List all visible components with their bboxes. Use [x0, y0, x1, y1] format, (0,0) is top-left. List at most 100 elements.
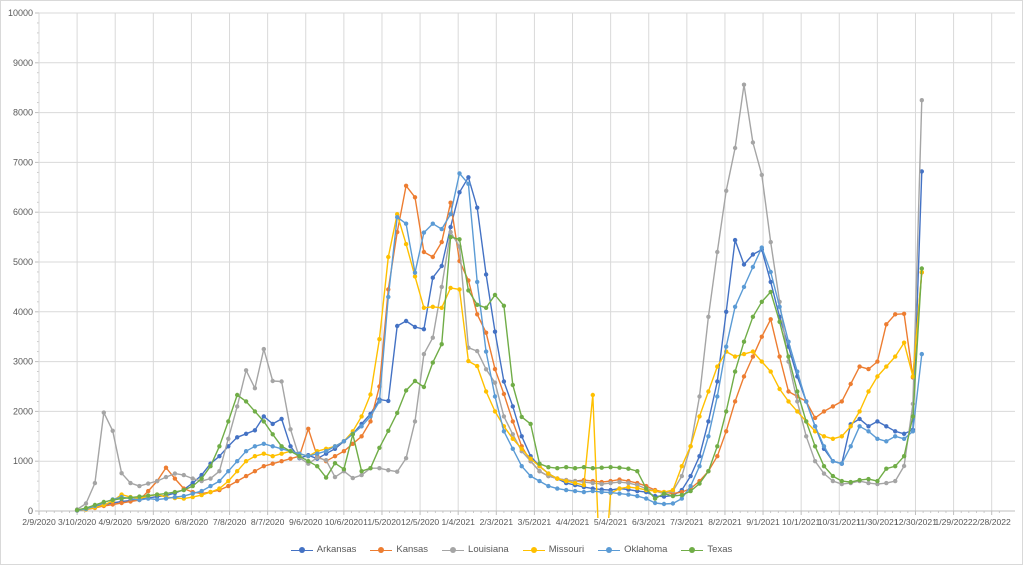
- data-point-marker: [741, 374, 747, 379]
- data-point-marker: [208, 489, 213, 495]
- data-point-marker: [510, 446, 515, 451]
- data-point-marker: [590, 466, 595, 471]
- y-gridlines-and-labels: 0 1000 2000 3000 4000 5000 6000 7000 8000 9000 100…: [8, 8, 1015, 516]
- data-point-marker: [555, 466, 560, 471]
- data-point-marker: [857, 364, 862, 369]
- data-point-marker: [670, 487, 676, 493]
- data-point-marker: [510, 436, 515, 441]
- data-point-marker: [697, 481, 702, 486]
- legend-item-texas[interactable]: Texas: [681, 545, 732, 555]
- data-point-marker: [830, 459, 836, 464]
- data-point-marker: [172, 476, 178, 481]
- data-point-marker: [839, 461, 844, 466]
- data-point-marker: [243, 431, 249, 436]
- data-point-marker: [448, 212, 453, 217]
- legend-item-missouri[interactable]: Missouri: [522, 545, 584, 555]
- data-point-marker: [252, 454, 258, 459]
- data-point-marker: [323, 458, 329, 463]
- data-point-marker: [226, 419, 231, 424]
- data-point-marker: [270, 421, 275, 427]
- data-point-marker: [475, 205, 480, 210]
- data-point-marker: [768, 239, 773, 245]
- data-point-marker: [519, 446, 524, 451]
- data-point-marker: [181, 493, 186, 499]
- data-point-marker: [332, 474, 338, 480]
- data-point-marker: [439, 263, 444, 269]
- data-point-marker: [154, 478, 160, 484]
- data-point-marker: [359, 414, 364, 419]
- data-point-marker: [626, 492, 631, 497]
- data-point-marker: [172, 489, 178, 495]
- data-point-marker: [919, 266, 924, 271]
- data-point-marker: [875, 419, 880, 424]
- data-point-marker: [715, 444, 720, 449]
- data-point-marker: [759, 359, 764, 364]
- data-point-marker: [315, 451, 320, 456]
- data-point-marker: [893, 429, 898, 434]
- data-point-marker: [261, 451, 266, 456]
- legend-item-louisiana[interactable]: Louisiana: [442, 545, 509, 555]
- data-point-marker: [403, 221, 409, 226]
- data-point-marker: [901, 311, 907, 316]
- data-point-marker: [190, 476, 195, 481]
- x-gridlines-and-labels: 2/9/2020 3/10/2020 4/9/2020 5/9/2020 6/8/202…: [22, 13, 1011, 527]
- data-point-marker: [528, 456, 533, 461]
- data-point-marker: [483, 349, 489, 354]
- data-point-marker: [857, 477, 862, 483]
- data-point-marker: [741, 82, 747, 87]
- data-point-marker: [706, 469, 711, 474]
- chart-legend: Arkansas Kansas Louisiana Missouri Oklahoma T…: [1, 541, 1022, 559]
- data-point-marker: [74, 507, 80, 513]
- data-point-marker: [893, 464, 898, 469]
- data-point-marker: [812, 424, 818, 429]
- data-point-marker: [768, 317, 773, 322]
- data-point-marker: [510, 404, 515, 409]
- data-point-marker: [821, 464, 827, 469]
- data-point-marker: [181, 487, 186, 493]
- x-axis-label: 12/30/2021: [894, 517, 937, 527]
- data-point-marker: [457, 190, 462, 195]
- data-point-marker: [217, 486, 222, 491]
- data-point-marker: [217, 454, 222, 459]
- x-axis-label: 6/8/2020: [175, 517, 209, 527]
- data-point-marker: [599, 481, 604, 487]
- data-point-marker: [528, 473, 533, 479]
- data-point-marker: [448, 200, 453, 205]
- data-point-marker: [119, 471, 124, 476]
- data-point-marker: [377, 445, 382, 450]
- data-point-marker: [83, 501, 89, 506]
- data-point-marker: [323, 475, 329, 480]
- legend-item-kansas[interactable]: Kansas: [370, 545, 428, 555]
- legend-item-arkansas[interactable]: Arkansas: [290, 545, 356, 555]
- data-point-marker: [252, 469, 258, 474]
- data-point-marker: [661, 501, 667, 507]
- data-point-marker: [235, 469, 240, 474]
- data-point-marker: [243, 449, 249, 454]
- data-point-marker: [528, 421, 533, 427]
- data-point-marker: [519, 414, 524, 420]
- data-point-marker: [617, 491, 622, 496]
- legend-item-oklahoma[interactable]: Oklahoma: [598, 545, 667, 555]
- data-point-marker: [492, 292, 498, 298]
- data-point-marker: [901, 340, 907, 345]
- data-point-marker: [412, 195, 418, 200]
- x-axis-label: 2/9/2020: [22, 517, 56, 527]
- legend-label: Oklahoma: [624, 544, 668, 556]
- x-axis-label: 2/3/2021: [480, 517, 514, 527]
- data-point-marker: [483, 305, 489, 310]
- data-point-marker: [261, 464, 266, 469]
- data-point-marker: [243, 459, 249, 464]
- data-point-marker: [501, 429, 507, 434]
- data-point-marker: [848, 381, 853, 387]
- data-point-marker: [635, 485, 640, 491]
- data-point-marker: [848, 479, 853, 485]
- x-axis-label: 6/3/2021: [632, 517, 666, 527]
- data-point-marker: [483, 272, 489, 277]
- data-point-marker: [208, 483, 213, 489]
- data-point-marker: [119, 500, 124, 506]
- data-point-marker: [875, 374, 880, 379]
- data-point-marker: [768, 289, 773, 295]
- data-point-marker: [919, 98, 924, 103]
- data-point-marker: [884, 439, 889, 444]
